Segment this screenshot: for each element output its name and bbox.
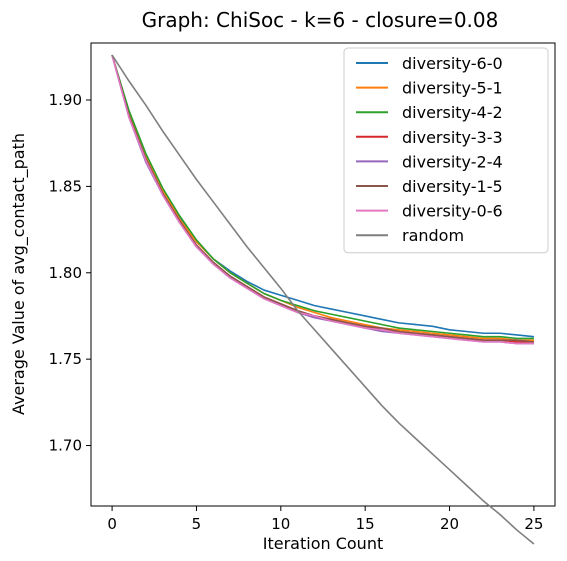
- series-line-diversity-6-0: [111, 54, 534, 338]
- legend-label: diversity-5-1: [402, 79, 503, 98]
- x-axis: 0 5 10 15 20 25: [107, 506, 543, 533]
- plot-frame: [90, 42, 556, 507]
- legend-box: [343, 47, 549, 254]
- legend-label: random: [402, 226, 464, 245]
- y-tick-label: 1.80: [49, 264, 82, 282]
- legend-label: diversity-0-6: [402, 202, 503, 221]
- series-line-diversity-4-2: [111, 54, 534, 340]
- legend-label: diversity-2-4: [402, 152, 503, 171]
- legend-label: diversity-1-5: [402, 177, 503, 196]
- x-tick-label: 25: [524, 515, 543, 533]
- series-line-diversity-0-6: [111, 54, 534, 345]
- legend-label: diversity-6-0: [402, 54, 503, 73]
- x-tick-label: 5: [192, 515, 202, 533]
- y-tick-label: 1.90: [49, 91, 82, 109]
- legend: diversity-6-0 diversity-5-1 diversity-4-2 d…: [343, 47, 549, 254]
- y-axis: 1.70 1.75 1.80 1.85 1.90: [49, 91, 91, 455]
- x-tick-label: 10: [271, 515, 290, 533]
- x-tick-label: 20: [440, 515, 459, 533]
- y-tick-label: 1.85: [49, 177, 82, 195]
- legend-label: diversity-3-3: [402, 128, 503, 147]
- x-axis-label: Iteration Count: [263, 534, 383, 553]
- series-line-diversity-5-1: [111, 54, 534, 341]
- y-tick-label: 1.75: [49, 350, 82, 368]
- y-axis-label: Average Value of avg_contact_path: [9, 133, 29, 415]
- series-lines: [111, 54, 535, 545]
- chart-title: Graph: ChiSoc - k=6 - closure=0.08: [142, 8, 499, 32]
- series-line-random: [111, 54, 535, 545]
- y-tick-label: 1.70: [49, 437, 82, 455]
- series-line-diversity-1-5: [111, 54, 534, 343]
- x-tick-label: 0: [107, 515, 117, 533]
- legend-label: diversity-4-2: [402, 103, 503, 122]
- x-tick-label: 15: [356, 515, 375, 533]
